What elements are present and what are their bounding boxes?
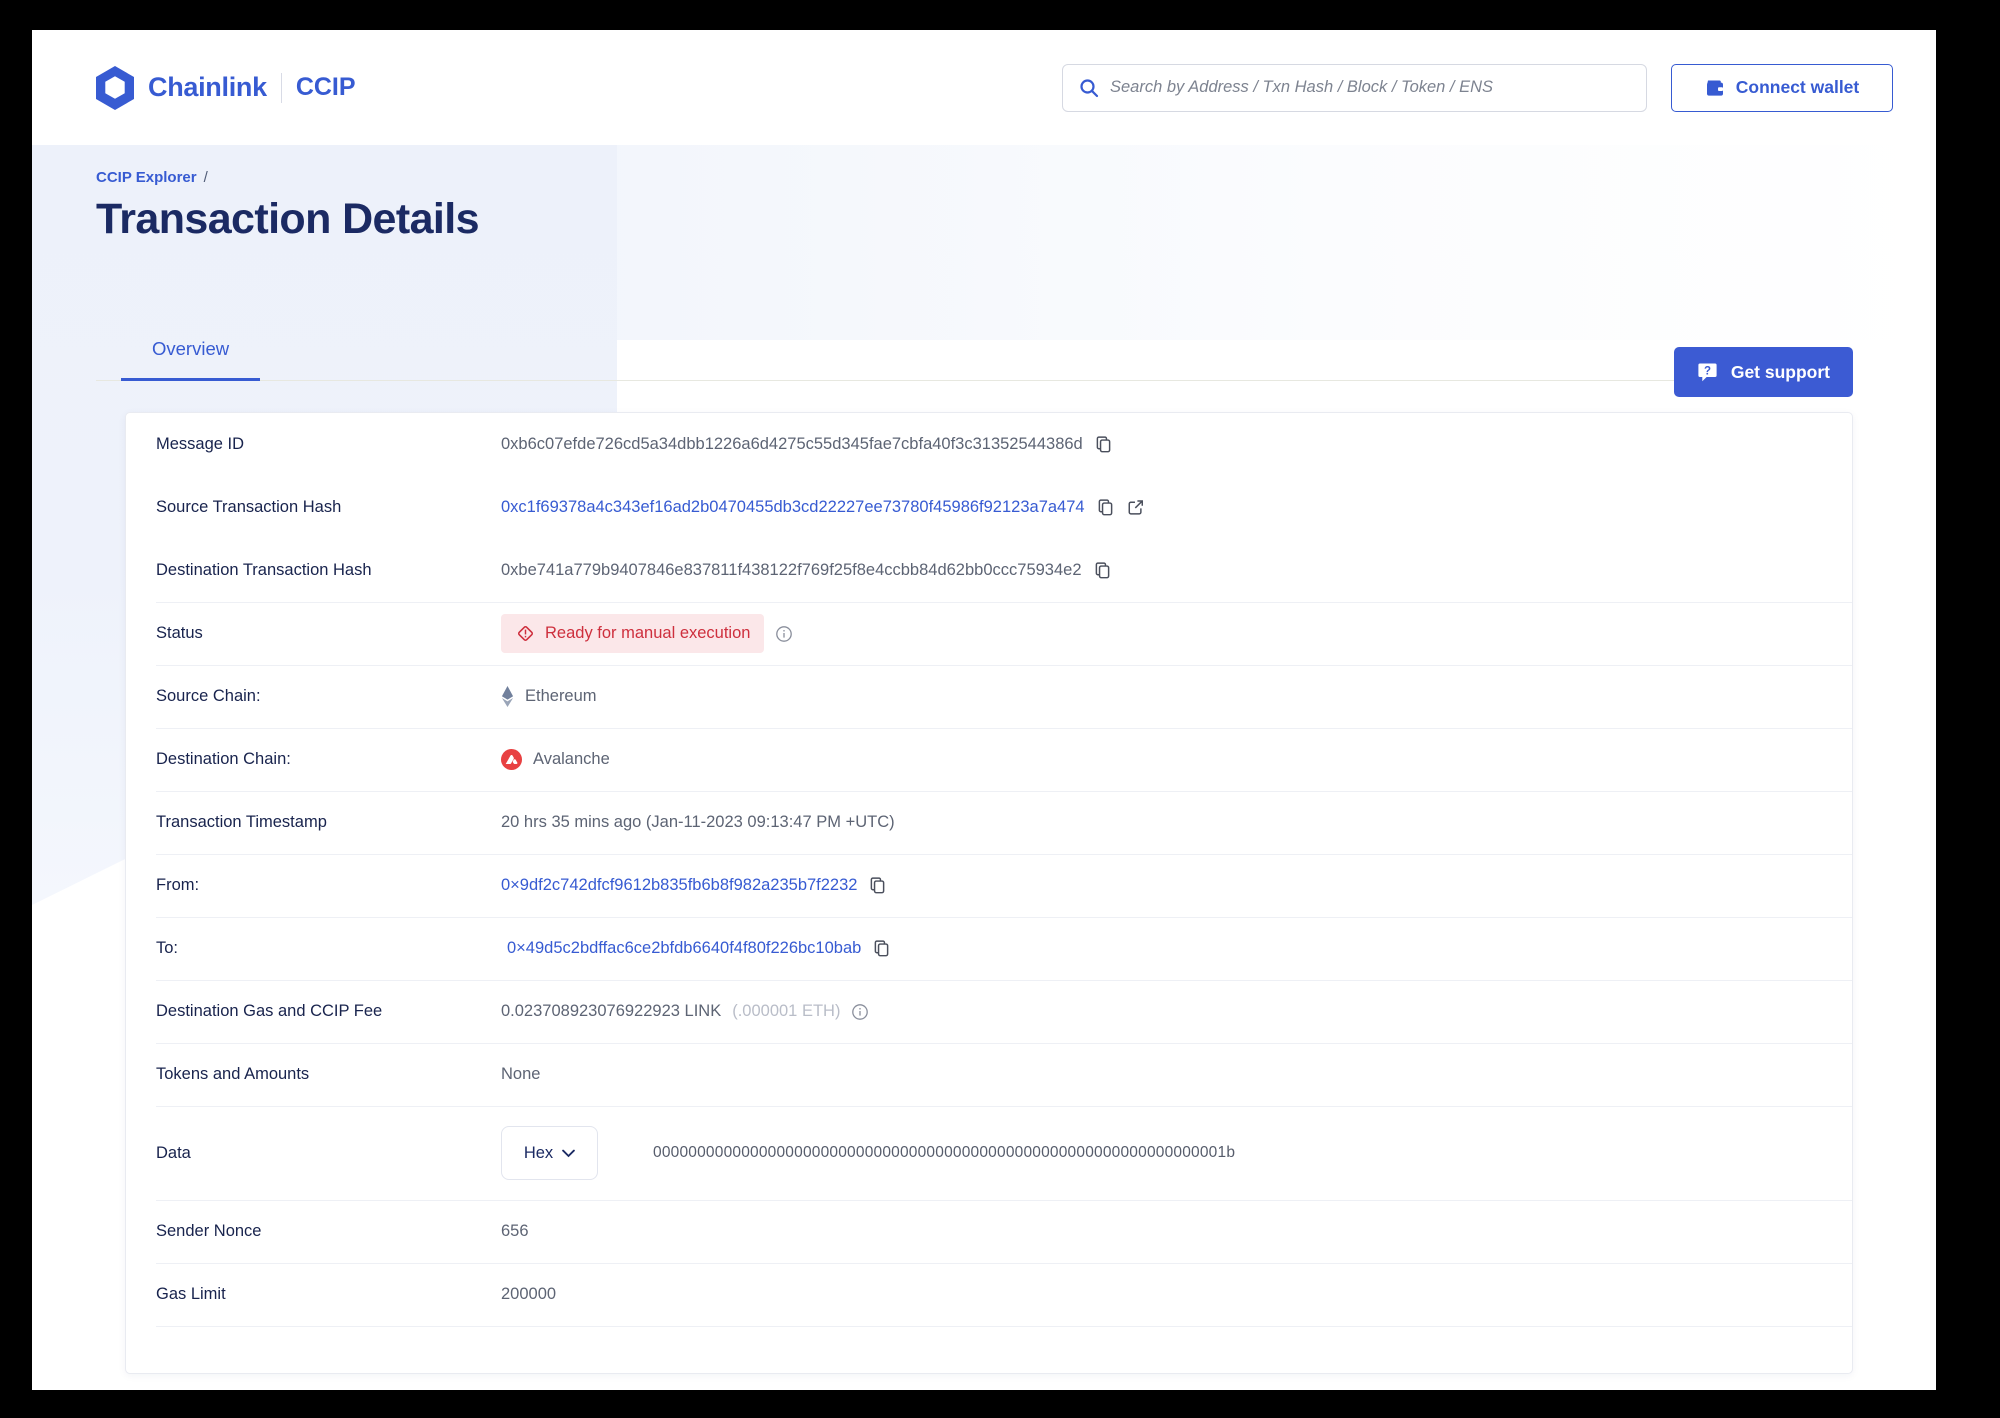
row-label: From:	[156, 876, 200, 894]
copy-icon[interactable]	[1094, 435, 1113, 454]
row-label: Source Chain:	[156, 687, 261, 705]
copy-icon[interactable]	[868, 876, 887, 895]
breadcrumb: CCIP Explorer /	[96, 145, 1853, 186]
chevron-down-icon	[562, 1149, 576, 1158]
row-label: Status	[156, 624, 203, 642]
table-row-fee: Destination Gas and CCIP Fee 0.023708923…	[156, 979, 1852, 1043]
table-row-data: Data Hex 0000000000000000000000000000000…	[156, 1105, 1852, 1200]
from-address-link[interactable]: 0×9df2c742dfcf9612b835fb6b8f982a235b7f22…	[501, 876, 858, 894]
data-format-dropdown[interactable]: Hex	[501, 1126, 598, 1180]
sender-nonce-value: 656	[501, 1222, 529, 1240]
chainlink-ccip-logo[interactable]: Chainlink CCIP	[96, 65, 356, 110]
avalanche-icon	[501, 749, 522, 770]
data-format-selected: Hex	[523, 1143, 554, 1162]
table-row-to: To: 0×49d5c2bdffac6ce2bfdb6640f4f80f226b…	[156, 916, 1852, 980]
svg-text:?: ?	[1704, 365, 1711, 377]
gas-limit-value: 200000	[501, 1285, 557, 1303]
get-support-button[interactable]: ? Get support	[1673, 347, 1853, 397]
alert-diamond-icon	[515, 623, 536, 644]
main-content: CCIP Explorer / Transaction Details ? Get…	[32, 145, 1936, 1374]
copy-icon[interactable]	[872, 939, 891, 958]
page: Chainlink CCIP Connect wallet	[32, 30, 1936, 1390]
brand-name: Chainlink	[148, 72, 267, 102]
page-title: Transaction Details	[96, 195, 480, 243]
search-box[interactable]	[1062, 63, 1647, 112]
table-row-gas-limit: Gas Limit 200000	[156, 1262, 1852, 1326]
fee-value: 0.023708923076922923 LINK	[501, 1002, 722, 1020]
table-row-dest-tx-hash: Destination Transaction Hash 0xbe741a779…	[156, 539, 1852, 602]
get-support-label: Get support	[1730, 361, 1830, 382]
breadcrumb-ccip-explorer-link[interactable]: CCIP Explorer	[96, 169, 197, 186]
connect-wallet-label: Connect wallet	[1735, 77, 1860, 97]
dest-tx-hash-value: 0xbe741a779b9407846e837811f438122f769f25…	[501, 560, 1082, 579]
status-badge-text: Ready for manual execution	[545, 624, 751, 642]
info-icon[interactable]	[775, 625, 793, 643]
connect-wallet-button[interactable]: Connect wallet	[1671, 63, 1893, 112]
chainlink-hexagon-icon	[96, 65, 134, 110]
table-row-partial	[156, 1325, 1852, 1373]
row-label: Transaction Timestamp	[156, 813, 327, 831]
question-bubble-icon: ?	[1697, 362, 1718, 383]
row-label: Destination Gas and CCIP Fee	[156, 1002, 383, 1020]
row-label: Message ID	[156, 434, 245, 453]
row-label: Tokens and Amounts	[156, 1065, 310, 1083]
breadcrumb-separator: /	[203, 169, 208, 186]
row-label: Destination Transaction Hash	[156, 560, 372, 579]
copy-icon[interactable]	[1093, 561, 1112, 580]
search-icon	[1079, 78, 1099, 98]
row-label: Sender Nonce	[156, 1222, 262, 1240]
info-icon[interactable]	[851, 1003, 869, 1021]
dest-chain-name: Avalanche	[533, 750, 610, 768]
status-badge: Ready for manual execution	[501, 614, 765, 653]
external-link-icon[interactable]	[1126, 498, 1145, 517]
table-row-timestamp: Transaction Timestamp 20 hrs 35 mins ago…	[156, 790, 1852, 854]
timestamp-value: 20 hrs 35 mins ago (Jan-11-2023 09:13:47…	[501, 813, 895, 831]
row-label: Data	[156, 1143, 191, 1162]
copy-icon[interactable]	[1096, 498, 1115, 517]
row-label: Gas Limit	[156, 1285, 226, 1303]
wallet-icon	[1705, 79, 1725, 97]
search-input[interactable]	[1110, 78, 1630, 97]
logo-divider	[280, 72, 282, 103]
row-label: Source Transaction Hash	[156, 497, 342, 516]
source-tx-hash-link[interactable]: 0xc1f69378a4c343ef16ad2b0470455db3cd2222…	[501, 497, 1085, 516]
table-row-tokens: Tokens and Amounts None	[156, 1042, 1852, 1106]
top-header: Chainlink CCIP Connect wallet	[32, 30, 1936, 145]
message-id-value: 0xb6c07efde726cd5a34dbb1226a6d4275c55d34…	[501, 434, 1083, 453]
table-row-source-chain: Source Chain: Ethereum	[156, 664, 1852, 728]
table-row-message-id: Message ID 0xb6c07efde726cd5a34dbb1226a6…	[156, 413, 1852, 476]
fee-eth-equivalent: (.000001 ETH)	[732, 1002, 841, 1020]
ethereum-icon	[501, 686, 514, 707]
table-row-sender-nonce: Sender Nonce 656	[156, 1199, 1852, 1263]
source-chain-name: Ethereum	[525, 687, 597, 705]
tab-bar: Overview	[96, 338, 1853, 381]
data-hex-value: 0000000000000000000000000000000000000000…	[653, 1144, 1236, 1161]
to-address-link[interactable]: 0×49d5c2bdffac6ce2bfdb6640f4f80f226bc10b…	[507, 939, 862, 957]
tab-overview[interactable]: Overview	[121, 338, 261, 381]
table-row-from: From: 0×9df2c742dfcf9612b835fb6b8f982a23…	[156, 853, 1852, 917]
tokens-value: None	[501, 1065, 541, 1083]
transaction-details-card: Message ID 0xb6c07efde726cd5a34dbb1226a6…	[125, 411, 1853, 1374]
row-label: Destination Chain:	[156, 750, 291, 768]
table-row-source-tx-hash: Source Transaction Hash 0xc1f69378a4c343…	[156, 476, 1852, 539]
product-name: CCIP	[295, 73, 356, 101]
table-row-status: Status Ready for manual execution	[156, 601, 1852, 665]
table-row-dest-chain: Destination Chain: Avalanche	[156, 727, 1852, 791]
row-label: To:	[156, 939, 179, 957]
